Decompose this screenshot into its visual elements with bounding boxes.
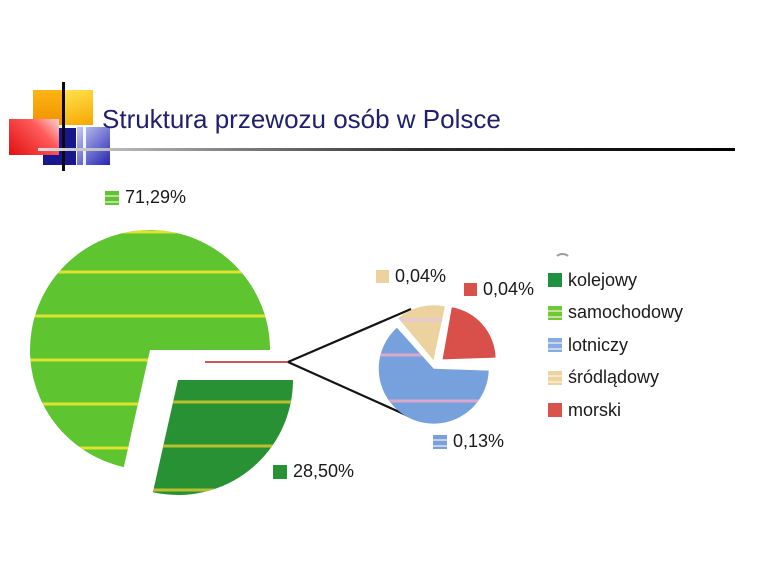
- callout-line-lower: [287, 360, 416, 421]
- data-label-value: 28,50%: [293, 461, 355, 481]
- data-label-marker-srodladowy: [376, 270, 389, 283]
- legend-label: morski: [568, 399, 621, 420]
- legend-swatch-srodladowy: [548, 370, 562, 385]
- data-label-value: 0,04%: [395, 266, 447, 286]
- decor-vertical-line: [62, 82, 65, 171]
- legend-item-samochodowy: samochodowy: [548, 297, 683, 330]
- legend-label: kolejowy: [568, 269, 638, 290]
- chart-legend: kolejowy samochodowy lotniczy śródlądowy…: [548, 264, 683, 427]
- legend-item-lotniczy: lotniczy: [548, 329, 683, 362]
- legend-item-srodladowy: śródlądowy: [548, 362, 683, 395]
- data-label-value: 0,04%: [483, 279, 535, 299]
- legend-item-morski: morski: [548, 394, 683, 427]
- pie-slice-kolejowy: [152, 380, 293, 495]
- data-label-marker-lotniczy: [433, 434, 447, 449]
- data-label-lotniczy: 0,13%: [433, 431, 504, 452]
- pie-slice-morski: [442, 307, 496, 360]
- data-label-value: 0,13%: [453, 431, 505, 451]
- pie-slice-samochodowy: [29, 229, 271, 468]
- data-label-value: 71,29%: [125, 187, 187, 207]
- legend-swatch-lotniczy: [548, 338, 562, 353]
- legend-swatch-kolejowy: [548, 273, 562, 288]
- data-label-marker-morski: [464, 283, 477, 296]
- legend-item-kolejowy: kolejowy: [548, 264, 683, 297]
- decor-square-yellow: [64, 90, 93, 125]
- page-title: Struktura przewozu osób w Polsce: [102, 104, 501, 134]
- scan-artifact-caret: [554, 253, 571, 267]
- callout-line-upper: [287, 307, 412, 364]
- data-label-morski: 0,04%: [464, 279, 534, 300]
- legend-swatch-samochodowy: [548, 305, 562, 320]
- legend-label: śródlądowy: [568, 367, 660, 388]
- legend-label: lotniczy: [568, 334, 629, 355]
- legend-swatch-morski: [548, 403, 562, 418]
- title-underline-rule: [38, 148, 735, 151]
- decor-square-blue-gradient: [77, 127, 110, 165]
- data-label-samochodowy: 71,29%: [105, 187, 186, 208]
- data-label-srodladowy: 0,04%: [376, 266, 446, 287]
- data-label-marker-samochodowy: [105, 190, 119, 205]
- legend-label: samochodowy: [568, 302, 684, 323]
- decor-white-gap: [83, 127, 86, 165]
- data-label-kolejowy: 28,50%: [273, 461, 354, 482]
- data-label-marker-kolejowy: [273, 464, 287, 479]
